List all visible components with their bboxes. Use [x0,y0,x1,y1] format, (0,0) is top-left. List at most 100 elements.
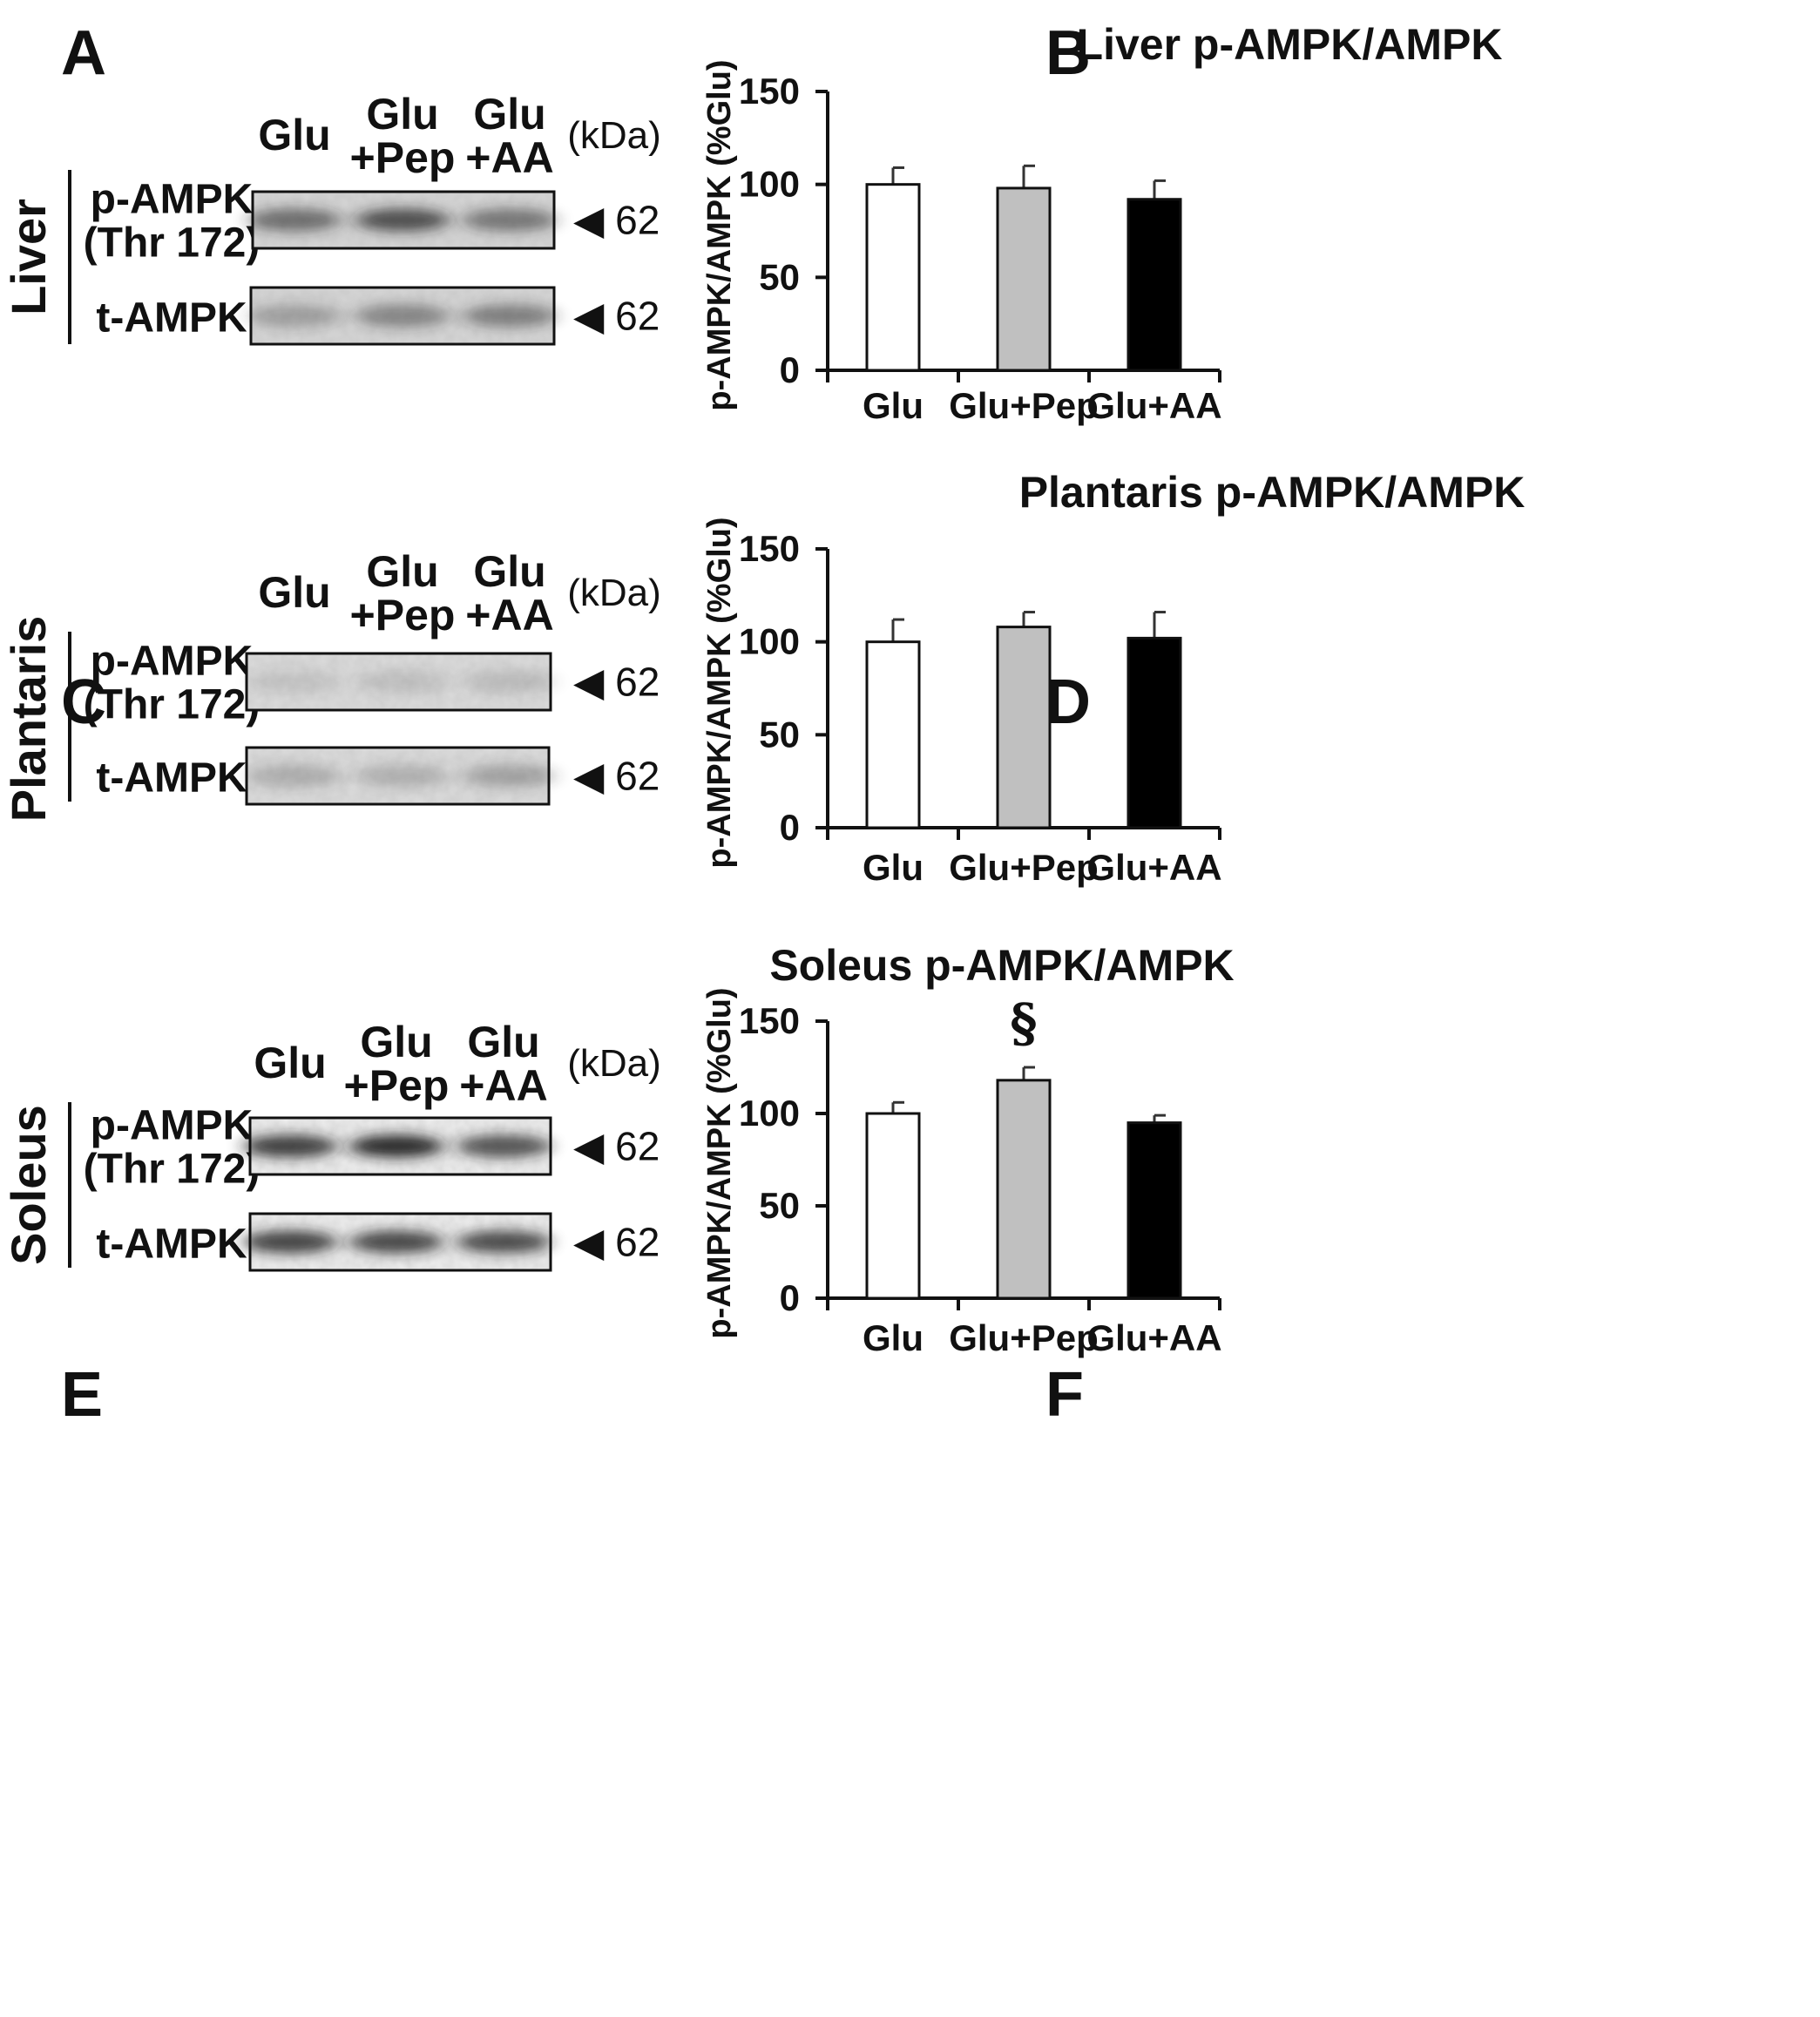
row-label: t-AMPK [96,295,247,342]
panel-letter-e: E [61,1360,103,1430]
lane-label: Glu [258,111,330,159]
row-label: p-AMPK [91,177,254,223]
y-axis-label: p-AMPK/AMPK (%Glu) [701,517,738,868]
blot-frame [248,1212,552,1272]
lane-label: +Pep [350,133,456,182]
blot-frame [245,652,552,712]
band [355,304,450,328]
band [247,764,342,788]
panel-letter-d: D [1045,667,1091,737]
band [355,670,450,694]
kda-label: (kDa) [567,572,661,614]
y-tick-label: 0 [780,349,800,390]
lane-label: Glu [467,1018,539,1066]
tissue-label: Plantaris [1,616,56,822]
blot-frame [251,190,556,250]
bar-charts: Liver p-AMPK/AMPK p-AMPK/AMPK (%Glu) 0 50 10… [701,20,1525,1358]
lane-label: +AA [465,133,553,182]
kda-label: (kDa) [567,1042,661,1085]
tissue-label: Soleus [1,1105,56,1265]
bar [865,1112,921,1300]
bar-chart-2: Soleus p-AMPK/AMPK p-AMPK/AMPK (%Glu) 0 50 1… [701,941,1235,1358]
band [463,208,557,232]
bar [1127,198,1182,372]
x-tick-label: Glu+AA [1086,1317,1221,1358]
band [355,208,450,232]
row-label: t-AMPK [96,755,247,802]
bar [865,183,921,372]
y-tick-label: 100 [739,1093,800,1134]
bar [865,640,921,829]
row-label: t-AMPK [96,1222,247,1268]
lane-label: +AA [459,1061,547,1110]
row-label: (Thr 172) [84,682,260,728]
lane-label: Glu [366,90,438,139]
lane-label: +AA [465,591,553,640]
y-tick-label: 50 [759,256,800,297]
mw-marker: ◀ 62 [573,198,660,243]
mw-marker: ◀ 62 [573,294,660,339]
x-tick-label: Glu [863,1317,924,1358]
bar [996,1079,1052,1300]
y-tick-label: 50 [759,1185,800,1226]
band [349,1230,443,1254]
band [247,304,342,328]
band [247,670,342,694]
y-tick-label: 50 [759,714,800,755]
lane-label: Glu [254,1039,326,1087]
y-tick-label: 0 [780,807,800,848]
kda-label: (kDa) [567,114,661,157]
chart-title: Plantaris p-AMPK/AMPK [1019,468,1526,517]
lane-label: Glu [258,568,330,617]
mw-marker: ◀ 62 [573,754,660,799]
y-axis-label: p-AMPK/AMPK (%Glu) [701,987,738,1338]
band [463,304,557,328]
tissue-label: Liver [1,199,56,315]
bar [1127,1121,1182,1300]
lane-label: +Pep [344,1061,450,1110]
x-tick-label: Glu+AA [1086,847,1221,888]
chart-title: Liver p-AMPK/AMPK [1077,20,1503,69]
x-tick-label: Glu+AA [1086,385,1221,426]
lane-label: Glu [473,90,545,139]
bar-chart-1: Plantaris p-AMPK/AMPK p-AMPK/AMPK (%Glu) 0… [701,468,1525,888]
y-tick-label: 150 [739,71,800,112]
panel-letter-a: A [61,18,106,88]
y-tick-label: 100 [739,621,800,662]
band [457,1230,551,1254]
row-label: (Thr 172) [84,1147,260,1193]
bar [1127,636,1182,829]
lane-label: Glu [366,547,438,596]
row-label: p-AMPK [91,1103,254,1149]
mw-marker: ◀ 62 [573,1220,660,1265]
panel-letter-f: F [1045,1360,1084,1430]
band [247,208,342,232]
x-tick-label: Glu+Pep [949,1317,1099,1358]
band [243,1134,337,1158]
lane-label: +Pep [350,591,456,640]
x-tick-label: Glu [863,385,924,426]
y-axis-label: p-AMPK/AMPK (%Glu) [701,59,738,410]
x-tick-label: Glu [863,847,924,888]
mw-marker: ◀ 62 [573,660,660,705]
bar [996,186,1052,372]
y-tick-label: 150 [739,1000,800,1041]
y-tick-label: 150 [739,528,800,569]
blot-frame [245,746,551,806]
row-label: (Thr 172) [84,220,260,267]
band [463,670,557,694]
band [463,764,557,788]
band [349,1134,443,1158]
row-label: p-AMPK [91,639,254,685]
chart-title: Soleus p-AMPK/AMPK [769,941,1234,990]
lane-label: Glu [473,547,545,596]
blot-frame [248,1116,552,1176]
blot-frame [249,286,556,346]
y-tick-label: 0 [780,1277,800,1318]
mw-marker: ◀ 62 [573,1124,660,1169]
